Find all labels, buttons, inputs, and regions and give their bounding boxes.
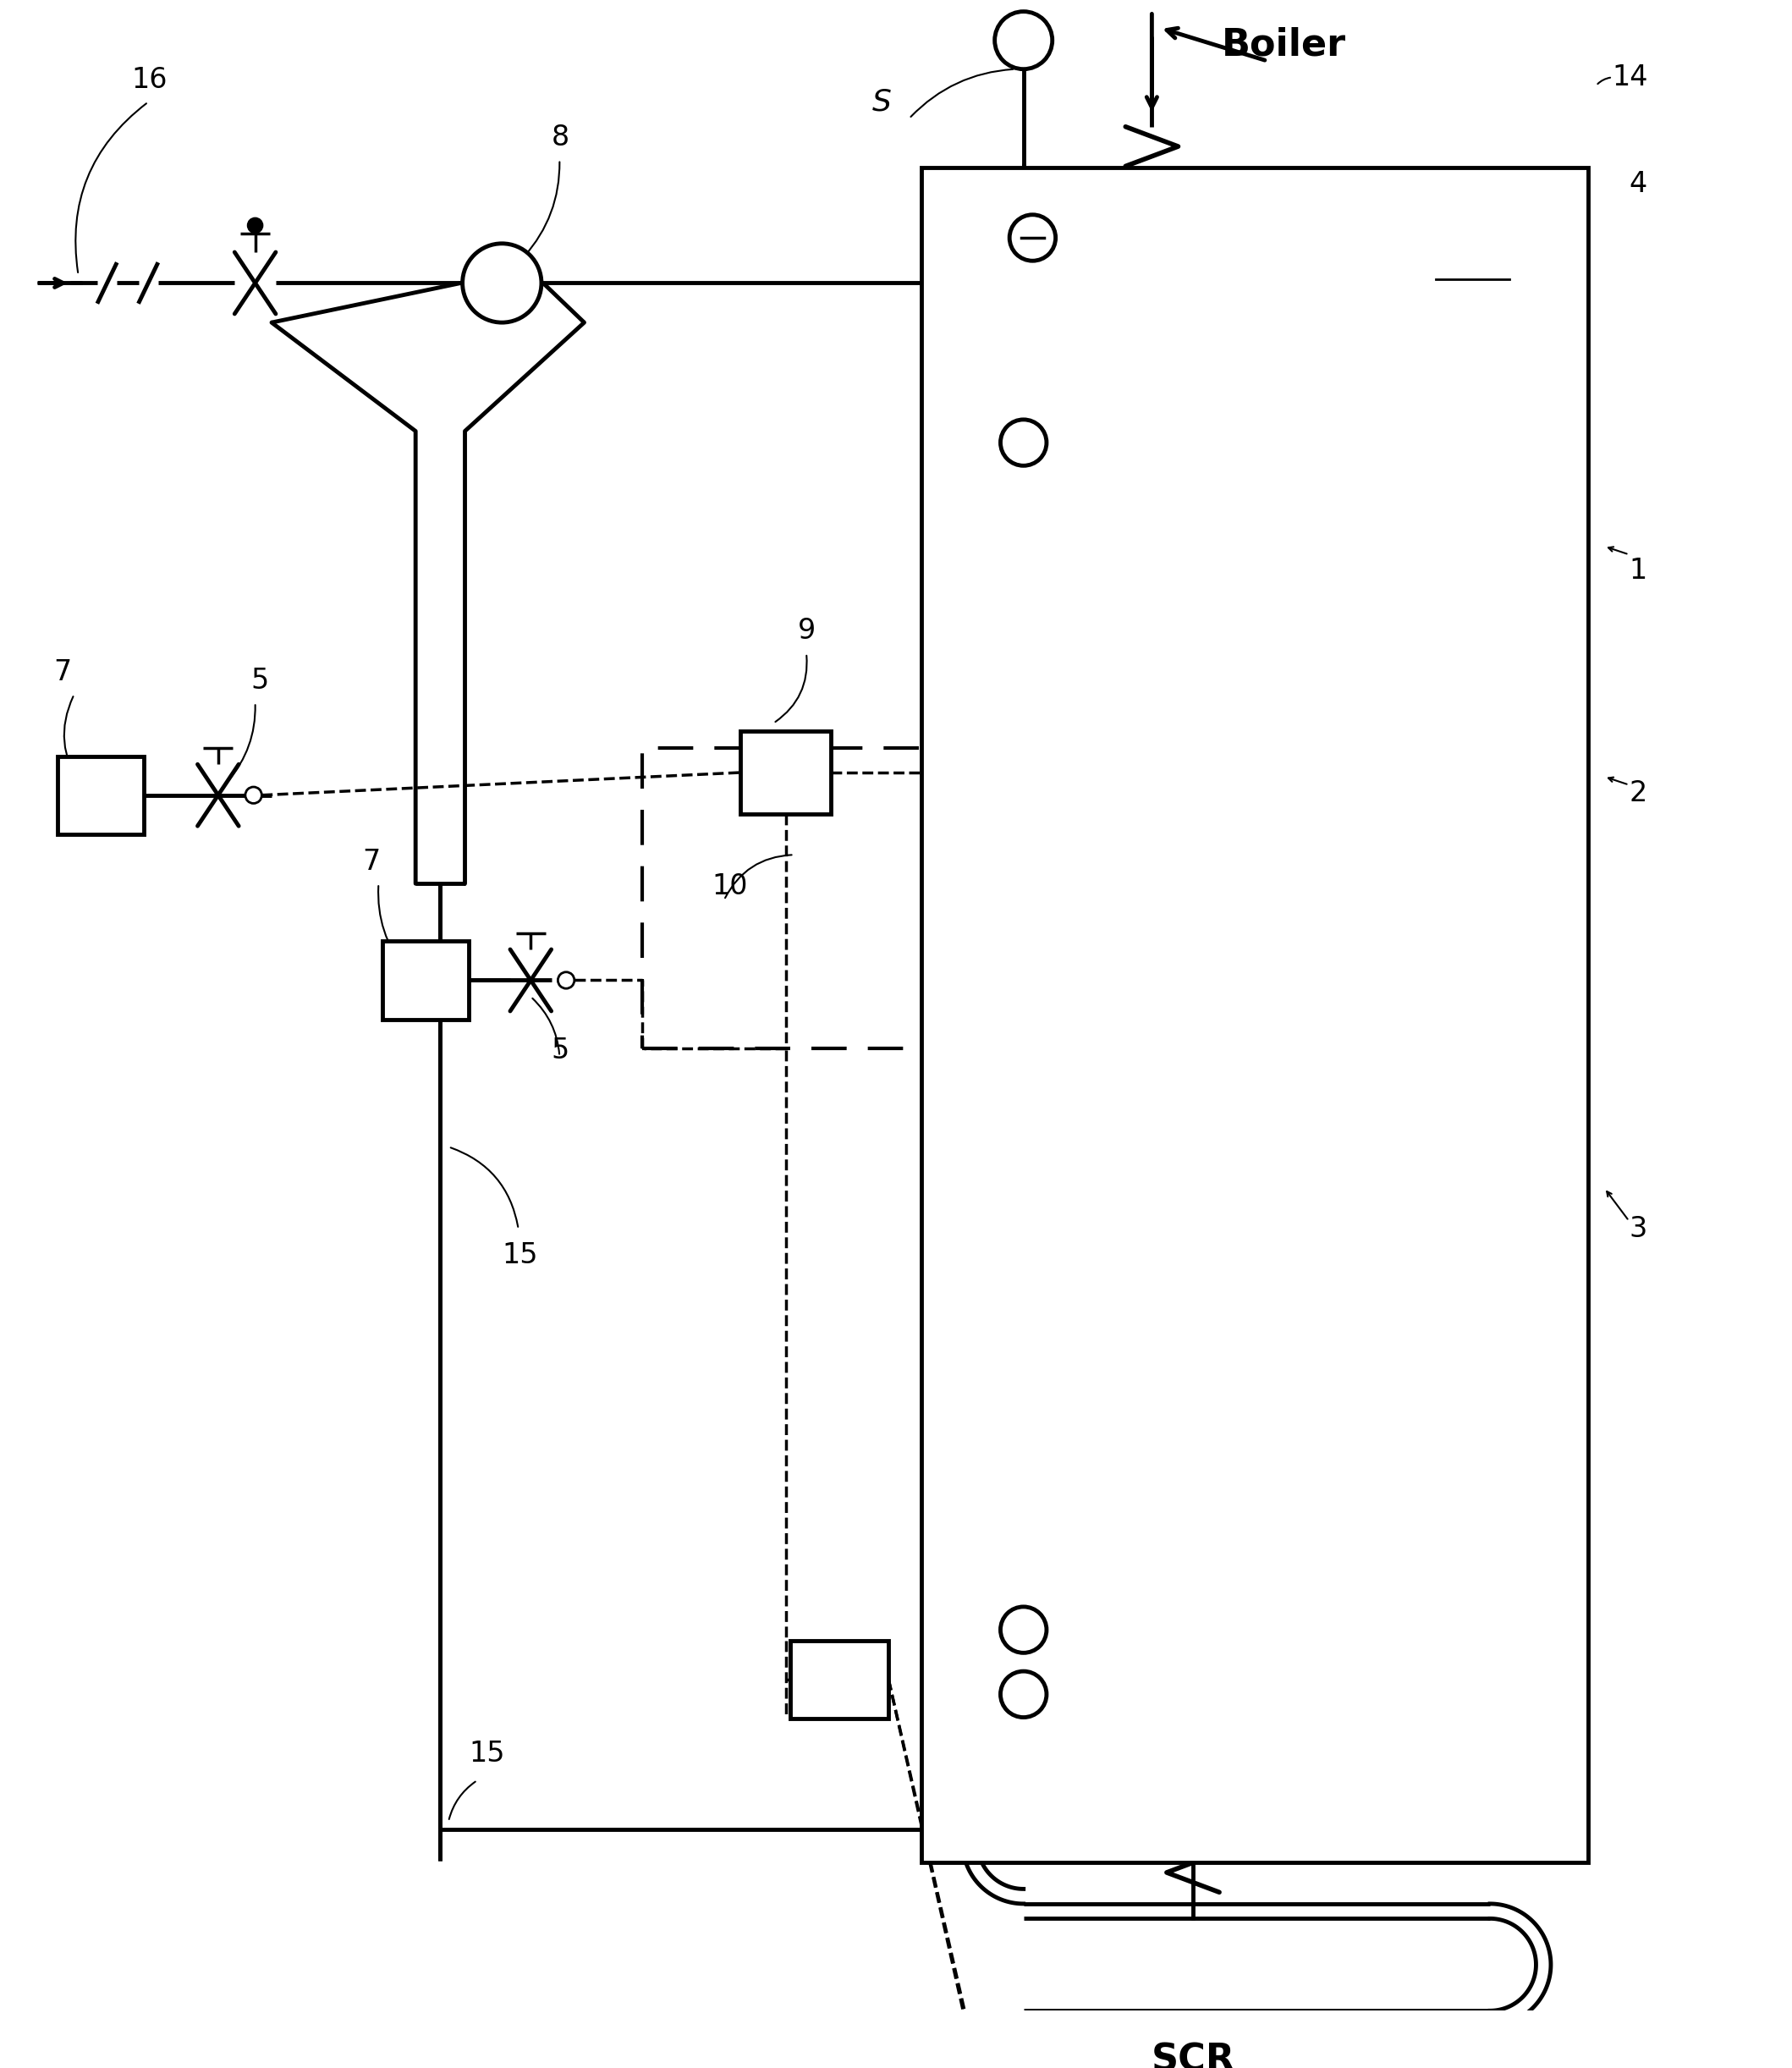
Text: 14: 14 <box>1613 64 1649 91</box>
Text: 9: 9 <box>797 616 815 645</box>
Text: T: T <box>830 1665 849 1694</box>
Text: 7: 7 <box>54 658 72 687</box>
Text: 15: 15 <box>502 1241 538 1270</box>
Text: 3: 3 <box>1629 1216 1647 1243</box>
Circle shape <box>557 972 575 989</box>
Circle shape <box>1000 1607 1047 1652</box>
Circle shape <box>246 788 262 802</box>
Circle shape <box>462 244 541 323</box>
Circle shape <box>1000 1671 1047 1716</box>
Circle shape <box>1009 215 1055 261</box>
Text: 2: 2 <box>1629 780 1647 807</box>
Bar <box>921 168 1588 1863</box>
Text: 10: 10 <box>711 873 747 900</box>
Text: S: S <box>873 87 891 116</box>
Text: Boiler: Boiler <box>1220 27 1346 62</box>
Text: 1: 1 <box>1629 556 1647 585</box>
Text: 8: 8 <box>552 124 570 151</box>
Circle shape <box>995 12 1052 68</box>
Text: 11: 11 <box>1045 968 1081 997</box>
Text: SCR: SCR <box>1150 2041 1235 2068</box>
Bar <box>383 941 470 1020</box>
Bar <box>57 757 143 833</box>
Circle shape <box>247 217 263 234</box>
Text: 4: 4 <box>1177 1725 1195 1754</box>
Text: 12: 12 <box>918 391 955 418</box>
Bar <box>740 732 831 813</box>
Text: 7: 7 <box>362 848 380 875</box>
Text: 5: 5 <box>552 1036 570 1065</box>
Text: 16: 16 <box>133 66 168 93</box>
Text: 13: 13 <box>1439 246 1477 275</box>
Text: 15: 15 <box>470 1739 505 1768</box>
Text: 4: 4 <box>1629 170 1647 199</box>
Circle shape <box>1000 420 1047 465</box>
Text: 5: 5 <box>251 666 269 695</box>
Bar <box>790 1640 889 1719</box>
